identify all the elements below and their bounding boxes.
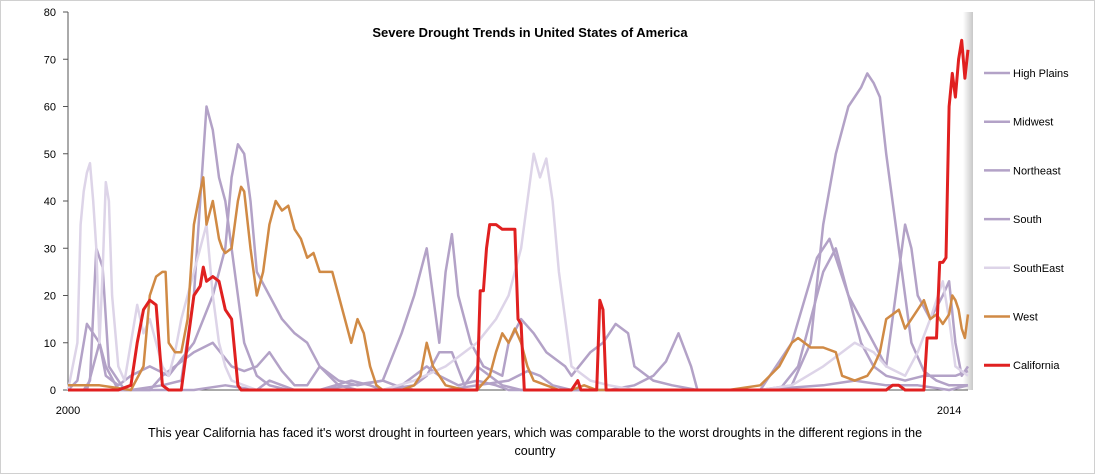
legend-label: High Plains [1013,68,1069,80]
chart-caption: This year California has faced it's wors… [147,426,923,458]
legend-label: Midwest [1013,117,1053,129]
legend-label: SouthEast [1013,263,1064,275]
plot-right-edge-shade [963,12,973,390]
series-line-south [67,143,970,392]
y-tick-label: 50 [44,149,56,161]
chart-title: Severe Drought Trends in United States o… [372,25,688,40]
y-axis: 0 10 20 30 40 50 60 70 80 [44,7,69,397]
y-tick-label: 70 [44,54,56,66]
x-axis: 2000 2014 [56,389,968,417]
y-tick-label: 30 [44,243,56,255]
series-line-west [68,176,970,392]
legend-label: West [1013,312,1038,324]
y-tick-label: 10 [44,338,56,350]
y-tick-label: 80 [44,7,56,19]
x-tick-label: 2000 [56,405,80,417]
series-line-california [68,38,970,392]
series-layer [66,38,970,392]
series-line-midwest [68,72,968,392]
legend-label: South [1013,214,1042,226]
y-tick-label: 40 [44,196,56,208]
y-tick-label: 20 [44,291,56,303]
legend-label: Northeast [1013,165,1061,177]
y-tick-label: 60 [44,102,56,114]
legend: High Plains Midwest Northeast South SouthEas… [984,68,1069,372]
y-tick-label: 0 [50,385,56,397]
x-tick-label: 2014 [937,405,961,417]
legend-label: California [1013,360,1060,372]
